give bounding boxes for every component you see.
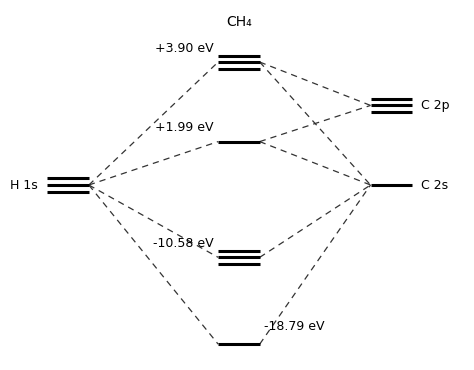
Text: -10.58 eV: -10.58 eV [153, 237, 214, 250]
Text: H 1s: H 1s [10, 178, 38, 192]
Text: +1.99 eV: +1.99 eV [155, 121, 214, 134]
Text: C 2p: C 2p [421, 99, 450, 112]
Text: -18.79 eV: -18.79 eV [264, 320, 325, 333]
Text: C 2s: C 2s [421, 178, 448, 192]
Text: +3.90 eV: +3.90 eV [155, 42, 214, 55]
Text: CH₄: CH₄ [226, 15, 252, 29]
